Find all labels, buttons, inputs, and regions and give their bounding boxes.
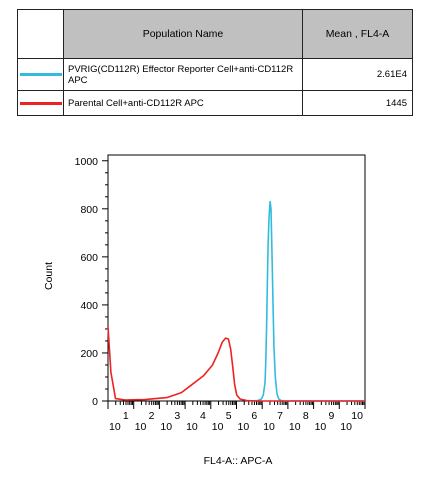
x-tick-exponent: 6: [251, 410, 257, 422]
plot-border: [107, 154, 366, 402]
x-tick-exponent: 10: [351, 410, 363, 422]
plot-frame: [107, 154, 366, 402]
cyan-legend-line: [19, 73, 62, 76]
mean-value-cell: 2.61E4: [302, 58, 413, 91]
x-tick-label: 10: [315, 421, 327, 433]
effector-reporter-cell-line: [251, 200, 365, 402]
x-tick-exponent: 8: [303, 410, 309, 422]
population-name-cell: PVRIG(CD112R) Effector Reporter Cell+ant…: [63, 58, 303, 91]
x-tick-exponent: 5: [226, 410, 232, 422]
table-row: PVRIG(CD112R) Effector Reporter Cell+ant…: [17, 58, 413, 91]
y-tick-label: 0: [92, 396, 98, 408]
x-tick-exponent: 1: [123, 410, 129, 422]
red-legend-line: [19, 101, 62, 105]
y-tick-label: 1000: [75, 156, 99, 168]
legend-swatch-cell: [17, 90, 64, 116]
x-axis-title: FL4-A:: APC-A: [204, 455, 273, 467]
x-tick-label: 10: [212, 421, 224, 433]
table-header-row: Population Name Mean , FL4-A: [17, 9, 413, 59]
x-tick-label: 10: [186, 421, 198, 433]
y-tick-label: 600: [80, 252, 98, 264]
y-axis-title: Count: [43, 262, 55, 290]
x-tick-exponent: 7: [277, 410, 283, 422]
population-name-header: Population Name: [63, 9, 303, 59]
swatch-column-header: [17, 9, 64, 59]
population-table: Population Name Mean , FL4-A PVRIG(CD112…: [17, 9, 413, 116]
parental-cell-line: [107, 326, 365, 402]
x-tick-label: 10: [340, 421, 352, 433]
y-tick-label: 400: [80, 300, 98, 312]
x-tick-label: 10: [289, 421, 301, 433]
table-row: Parental Cell+anti-CD112R APC 1445: [17, 90, 413, 116]
x-tick-exponent: 9: [329, 410, 335, 422]
x-tick-label: 10: [109, 421, 121, 433]
x-tick-exponent: 3: [174, 410, 180, 422]
x-tick-label: 10: [263, 421, 275, 433]
x-tick-label: 10: [135, 421, 147, 433]
x-tick-exponent: 2: [149, 410, 155, 422]
x-tick-label: 10: [238, 421, 250, 433]
legend-swatch-cell: [17, 58, 64, 91]
x-tick-label: 10: [160, 421, 172, 433]
series-layer: [107, 200, 365, 402]
mean-header: Mean , FL4-A: [302, 9, 413, 59]
y-axis: 0 200 400 600 800 1000: [75, 156, 108, 408]
x-tick-exponent: 4: [200, 410, 206, 422]
mean-value-cell: 1445: [302, 90, 413, 116]
population-name-cell: Parental Cell+anti-CD112R APC: [63, 90, 303, 116]
y-tick-label: 200: [80, 348, 98, 360]
y-tick-label: 800: [80, 204, 98, 216]
